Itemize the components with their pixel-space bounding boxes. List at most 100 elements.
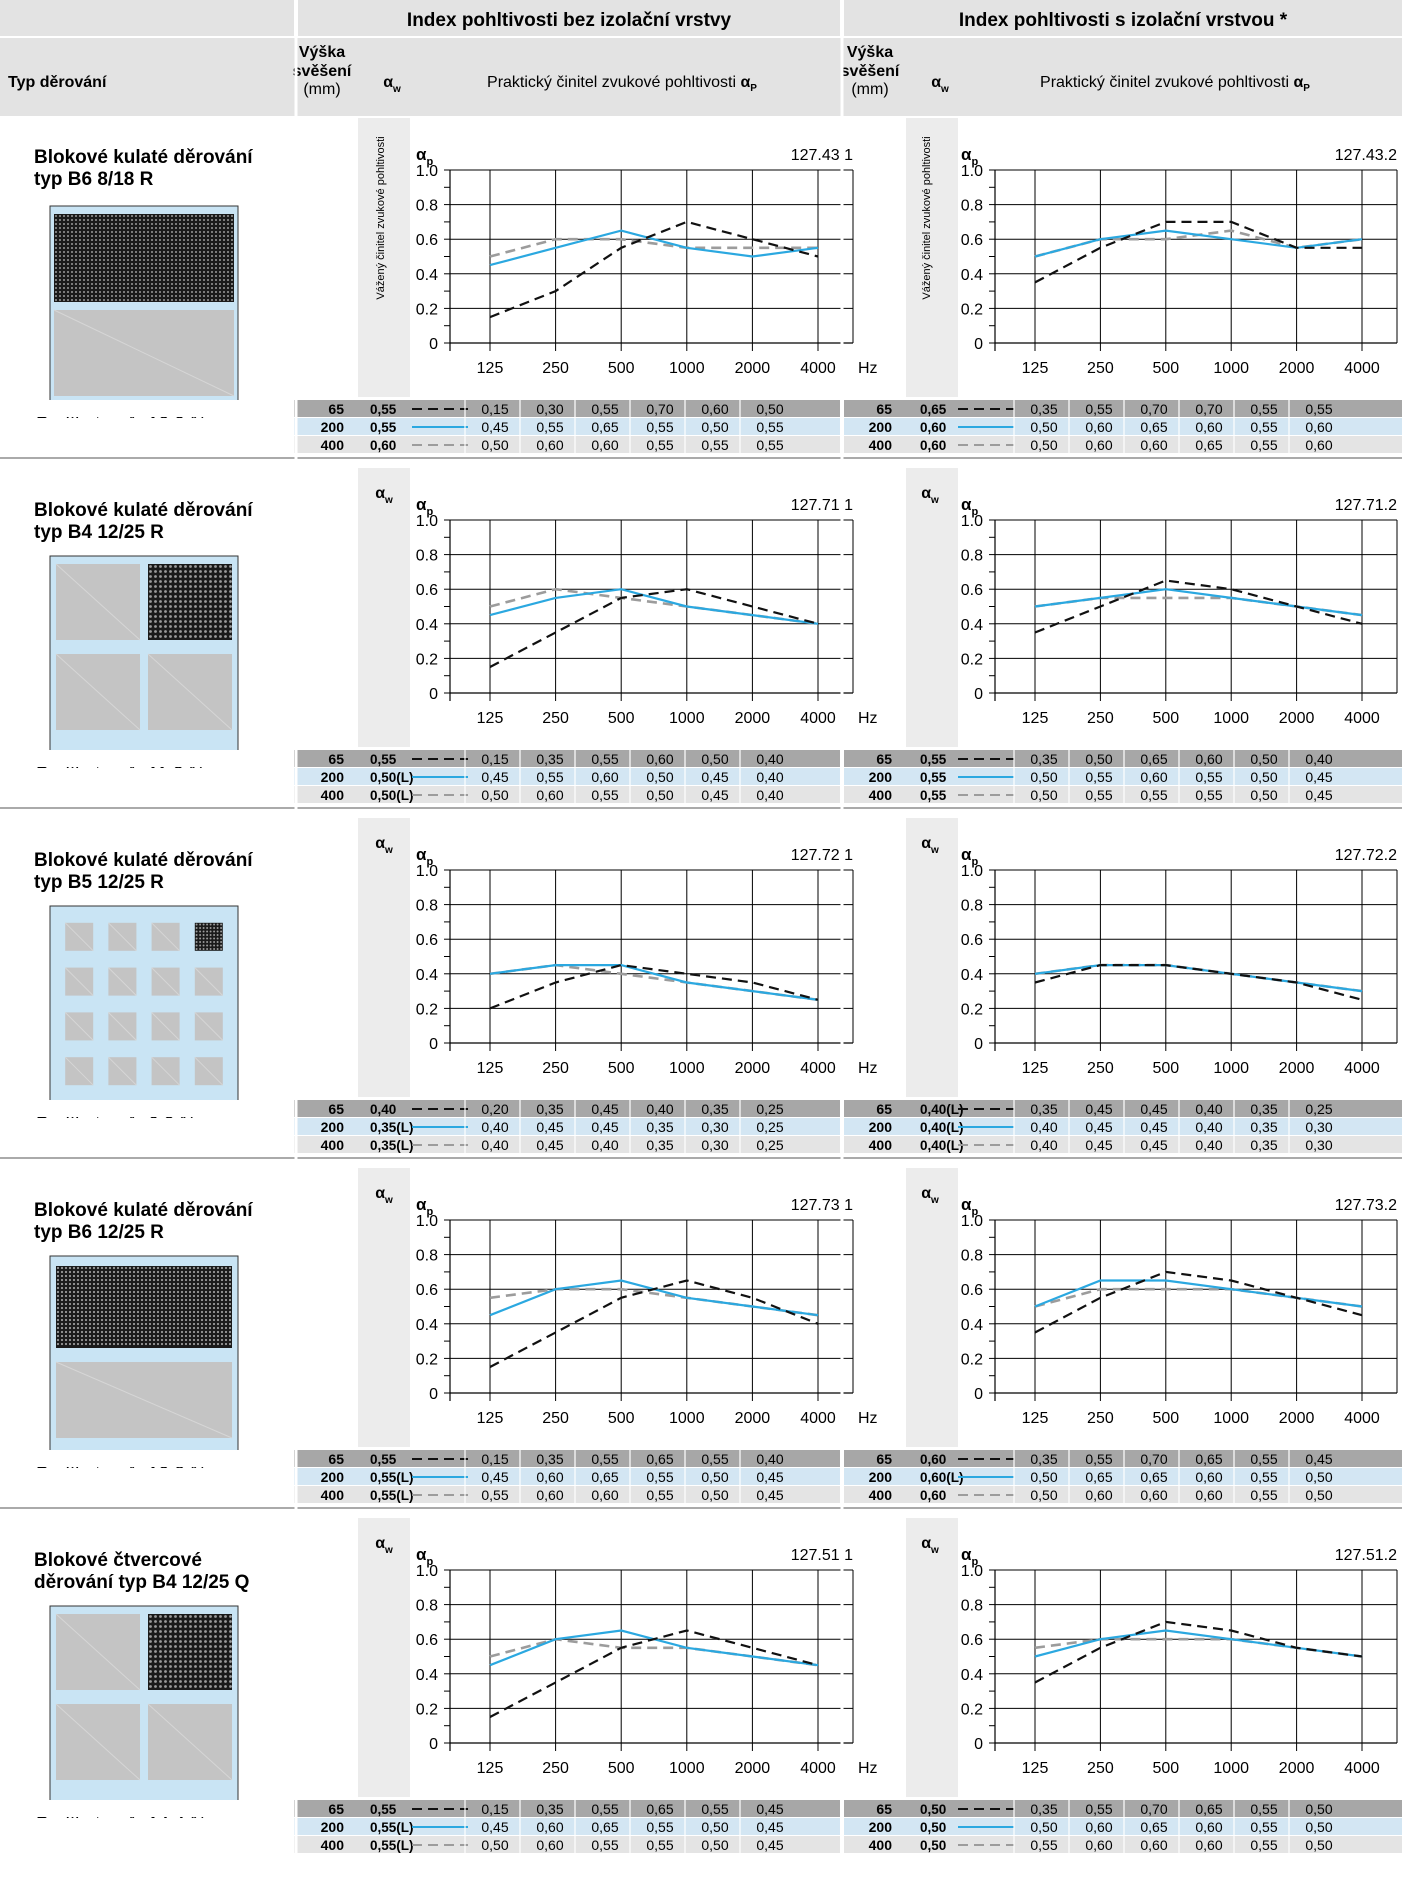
pattern-hole <box>224 1645 227 1648</box>
pattern-hole <box>163 227 165 229</box>
pattern-hole <box>203 243 205 245</box>
pattern-hole <box>209 610 212 613</box>
pattern-hole <box>191 215 193 217</box>
pattern-hole <box>168 1326 172 1330</box>
pattern-hole <box>191 287 193 289</box>
pattern-hole <box>68 1270 72 1274</box>
pattern-hole <box>72 1298 76 1302</box>
pattern-hole <box>196 1274 200 1278</box>
pattern-hole <box>214 610 217 613</box>
pattern-hole <box>144 1298 148 1302</box>
pattern-hole <box>174 1650 177 1653</box>
pattern-hole <box>147 215 149 217</box>
pattern-hole <box>95 259 97 261</box>
pattern-hole <box>104 1294 108 1298</box>
pattern-hole <box>227 259 229 261</box>
pattern-hole <box>188 1286 192 1290</box>
alpha-value: 0,50 <box>1030 769 1057 785</box>
pattern-hole <box>164 1675 167 1678</box>
pattern-block-diagonal <box>151 1056 180 1086</box>
pattern-hole <box>152 1338 156 1342</box>
pattern-hole <box>175 271 177 273</box>
pattern-hole <box>194 1665 197 1668</box>
pattern-hole <box>183 223 185 225</box>
pattern-hole <box>188 1290 192 1294</box>
pattern-hole <box>59 247 61 249</box>
pattern-hole <box>143 251 145 253</box>
pattern-hole <box>112 1322 116 1326</box>
pattern-hole <box>103 247 105 249</box>
pattern-hole <box>184 1660 187 1663</box>
pattern-hole <box>184 1294 188 1298</box>
pattern-hole <box>204 600 207 603</box>
pattern-hole <box>189 1655 192 1658</box>
pattern-hole <box>96 1310 100 1314</box>
pattern-hole <box>224 1665 227 1668</box>
pattern-hole <box>96 1282 100 1286</box>
pattern-hole <box>200 1330 204 1334</box>
pattern-hole <box>72 1266 76 1270</box>
pattern-hole <box>80 1338 84 1342</box>
pattern-hole <box>229 565 232 568</box>
alpha-value: 0,60 <box>1195 751 1222 767</box>
pattern-hole <box>179 1675 182 1678</box>
pattern-hole <box>219 251 221 253</box>
pattern-hole <box>199 1615 202 1618</box>
aw-label-right-subscript: w <box>930 1545 939 1556</box>
aw-value: 0,55(L) <box>370 1488 414 1503</box>
pattern-hole <box>199 299 201 301</box>
pattern-hole <box>132 1294 136 1298</box>
pattern-hole <box>216 1274 220 1278</box>
pattern-hole <box>152 1322 156 1326</box>
pattern-hole <box>131 223 133 225</box>
pattern-hole <box>159 1675 162 1678</box>
pattern-hole <box>84 1330 88 1334</box>
pattern-hole <box>127 267 129 269</box>
pattern-hole <box>188 1302 192 1306</box>
alpha-value: 0,30 <box>701 1119 728 1135</box>
header-col-height-unit-right: (mm) <box>851 81 888 98</box>
pattern-hole <box>175 243 177 245</box>
aw-value: 0,50 <box>920 1802 946 1817</box>
pattern-hole <box>83 251 85 253</box>
pattern-hole <box>215 251 217 253</box>
alpha-value: 0,45 <box>701 769 728 785</box>
value-row-mask <box>0 1450 294 1467</box>
pattern-hole <box>88 1290 92 1294</box>
alpha-value: 0,65 <box>591 1469 618 1485</box>
pattern-hole <box>204 1334 208 1338</box>
aw-column-left <box>358 818 410 1097</box>
pattern-hole <box>183 219 185 221</box>
pattern-hole <box>213 923 216 926</box>
pattern-hole <box>172 1326 176 1330</box>
height-column-left <box>298 468 354 747</box>
pattern-hole <box>224 1650 227 1653</box>
pattern-hole <box>207 251 209 253</box>
pattern-hole <box>96 1326 100 1330</box>
pattern-hole <box>115 267 117 269</box>
pattern-hole <box>59 263 61 265</box>
pattern-hole <box>92 1266 96 1270</box>
pattern-hole <box>91 299 93 301</box>
pattern-hole <box>60 1290 64 1294</box>
pattern-hole <box>112 1318 116 1322</box>
alpha-value: 0,50 <box>1030 1469 1057 1485</box>
pattern-hole <box>219 620 222 623</box>
pattern-hole <box>120 1310 124 1314</box>
pattern-hole <box>132 1270 136 1274</box>
pattern-hole <box>211 227 213 229</box>
pattern-hole <box>209 1645 212 1648</box>
height-value: 400 <box>321 1487 345 1503</box>
pattern-hole <box>72 1286 76 1290</box>
pattern-hole <box>180 1318 184 1322</box>
pattern-hole <box>209 635 212 638</box>
pattern-hole <box>175 299 177 301</box>
pattern-hole <box>111 243 113 245</box>
pattern-hole <box>56 1314 60 1318</box>
pattern-hole <box>140 1302 144 1306</box>
pattern-hole <box>196 1282 200 1286</box>
pattern-hole <box>184 575 187 578</box>
pattern-hole <box>108 1342 112 1346</box>
pattern-hole <box>163 247 165 249</box>
pattern-hole <box>199 625 202 628</box>
